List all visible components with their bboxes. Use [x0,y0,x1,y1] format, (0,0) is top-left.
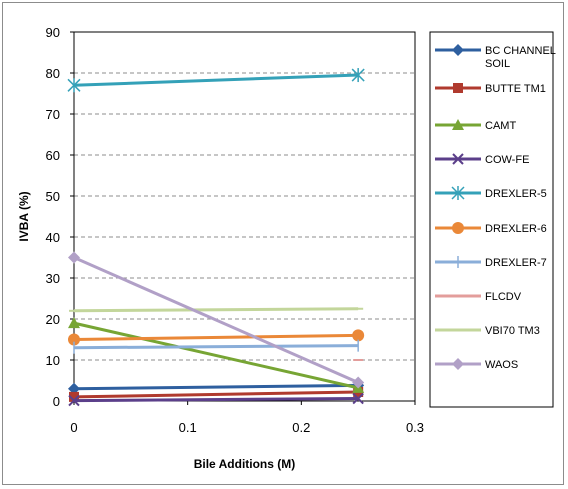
series-line [73,390,359,399]
chart-frame: 0 10 20 30 40 50 60 70 80 90 0 0.1 0.2 0.3 IVBA (%) … [2,2,564,485]
legend-entry: CAMT [435,119,516,132]
series-5 [68,329,365,346]
legend-entry: DREXLER-6 [435,222,547,235]
legend-label: FLCDV [485,291,522,303]
series-8 [69,307,364,313]
series-line [73,344,359,350]
data-point [352,376,365,389]
legend-entry: VBI70 TM3 [435,325,540,337]
y-tick-label: 90 [46,25,60,40]
legend-label: SOIL [485,58,510,70]
x-axis-title: Bile Additions (M) [194,457,296,471]
legend-entry: DREXLER-7 [435,256,547,269]
legend-entry: COW-FE [435,153,529,166]
legend-box [429,31,554,408]
y-tick-label: 50 [46,189,60,204]
gridlines [74,72,415,361]
data-point [68,251,80,264]
legend-label: BC CHANNEL [485,45,556,57]
legend-marker [452,358,464,370]
y-tick-label: 0 [53,394,60,409]
legend-entry: BUTTE TM1 [435,83,546,95]
y-tick-label: 20 [46,312,60,327]
series-4 [67,68,365,93]
x-axis-ticks: 0 0.1 0.2 0.3 [70,401,424,435]
plot-area [73,31,416,402]
series-9 [68,251,365,389]
series-line [73,333,359,341]
x-tick-label: 0 [70,420,77,435]
legend-marker [452,44,464,56]
legend-marker [452,222,464,234]
data-point [351,68,365,83]
y-tick-label: 40 [46,230,60,245]
legend-label: COW-FE [485,154,529,166]
data-point [68,394,80,407]
data-point [352,392,364,405]
legend-label: CAMT [485,120,516,132]
series-line [73,307,359,313]
y-tick-label: 70 [46,107,60,122]
legend-marker [452,119,464,130]
legend-marker [451,186,465,200]
legend-label: DREXLER-6 [485,223,547,235]
legend-label: WAOS [485,359,518,371]
series-line [73,321,359,390]
x-tick-label: 0.1 [179,420,197,435]
legend-entry: DREXLER-5 [435,186,547,200]
data-point [352,329,365,342]
data-point [69,391,79,402]
series-3 [68,392,364,407]
y-tick-label: 30 [46,271,60,286]
series-2 [68,317,365,393]
y-tick-label: 60 [46,148,60,163]
series-6 [73,339,359,354]
legend-label: DREXLER-5 [485,188,547,200]
legend-label: BUTTE TM1 [485,83,546,95]
series-line [73,256,359,384]
y-axis-ticks: 0 10 20 30 40 50 60 70 80 90 [46,25,74,409]
x-tick-label: 0.2 [292,420,310,435]
y-axis-title: IVBA (%) [17,191,31,241]
legend-label: DREXLER-7 [485,257,547,269]
series-line [73,73,359,87]
data-point [67,78,81,93]
data-point [68,382,80,395]
series-line [73,383,359,391]
legend-entry: FLCDV [435,291,522,303]
series-group [67,68,365,407]
series-line [73,397,359,403]
data-point [68,333,80,346]
y-tick-label: 10 [46,353,60,368]
legend-marker [452,153,464,165]
data-point [68,317,80,329]
x-tick-label: 0.3 [406,420,424,435]
legend-label: VBI70 TM3 [485,325,540,337]
legend-marker [453,83,463,93]
y-tick-label: 80 [46,66,60,81]
legend-entry: WAOS [435,358,518,371]
